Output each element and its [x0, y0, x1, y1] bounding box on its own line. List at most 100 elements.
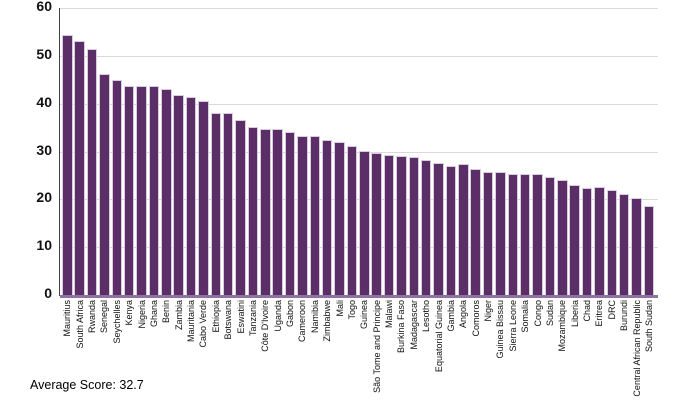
x-tick-label: Somalia [520, 300, 531, 333]
x-tick-label: Sierra Leone [507, 300, 518, 352]
x-tick-label: Mozambique [557, 300, 568, 352]
plot-area [60, 8, 658, 298]
bar [433, 163, 444, 295]
bar [594, 187, 605, 295]
y-tick-label: 40 [36, 93, 52, 110]
x-tick-label: Zimbabwe [322, 300, 333, 342]
x-tick-label: São Tome and Principe [371, 300, 382, 393]
y-tick-label: 0 [44, 285, 52, 301]
bar [346, 145, 358, 295]
gridline [60, 8, 658, 9]
x-tick-label: Guinea Bissau [495, 300, 506, 359]
bar [111, 79, 122, 295]
bar [643, 206, 655, 295]
x-tick-label: Mali [334, 300, 345, 317]
bar [74, 40, 85, 295]
y-tick-label: 30 [36, 141, 52, 158]
bar [86, 48, 98, 295]
x-tick-label: Niger [483, 300, 493, 322]
x-tick-label: Angola [458, 300, 469, 329]
x-tick-label: Comoros [470, 300, 481, 337]
bar [210, 112, 221, 295]
y-tick-label: 60 [36, 0, 52, 14]
bar [569, 184, 580, 295]
bar [606, 189, 617, 295]
bar [482, 171, 494, 295]
x-tick-label: Chad [582, 300, 592, 322]
x-tick-label: Ethiopia [210, 300, 221, 333]
x-tick-label: Côte D'Ivoire [260, 300, 271, 352]
x-tick-label: Lesotho [421, 300, 432, 333]
x-tick-label: Cabo Verde [198, 300, 209, 348]
x-tick-label: Madagascar [408, 300, 419, 350]
bar [371, 153, 382, 295]
x-tick-label: Namibia [309, 300, 320, 334]
bar [123, 86, 135, 295]
bar [557, 179, 568, 295]
x-tick-label: Central African Republic [631, 300, 642, 397]
bar [445, 165, 457, 295]
bar [334, 142, 345, 295]
bar [631, 197, 642, 295]
x-tick-label: Benin [161, 300, 172, 324]
y-tick-label: 20 [36, 189, 52, 206]
bar [544, 176, 556, 295]
bar [136, 86, 147, 295]
x-tick-label: Togo [346, 300, 357, 320]
bar [148, 86, 160, 295]
x-tick-label: Sudan [544, 300, 555, 327]
x-tick-label: Botswana [223, 300, 234, 340]
bar [222, 112, 234, 295]
bar [62, 34, 73, 295]
x-tick-label: Eritrea [594, 300, 605, 327]
bar [161, 89, 172, 295]
bar [507, 173, 518, 295]
gridline [60, 103, 658, 105]
bar [396, 155, 407, 295]
x-tick-label: Congo [532, 300, 543, 327]
bar [420, 159, 432, 295]
bar [247, 127, 259, 295]
x-tick-label: Eswatini [235, 300, 246, 334]
bar [519, 173, 531, 295]
x-tick-label: Guinea [359, 300, 370, 330]
bar [272, 129, 283, 295]
x-tick-label: Cameroon [297, 300, 308, 343]
x-tick-label: Zambia [173, 300, 184, 331]
bar [309, 136, 320, 295]
x-tick-label: Gabon [285, 300, 295, 328]
x-tick-label: Equatorial Guinea [433, 300, 444, 373]
gridline [60, 55, 658, 57]
bar [383, 155, 395, 295]
bar [185, 97, 197, 295]
bar [99, 73, 110, 295]
x-tick-label: South Sudan [643, 300, 654, 353]
x-axis-baseline [60, 295, 658, 298]
bar [618, 194, 630, 295]
bar [260, 129, 271, 295]
bar [470, 168, 481, 295]
average-score-label: Average Score: 32.7 [30, 378, 144, 392]
x-tick-label: Gambia [445, 300, 456, 332]
x-tick-label: Liberia [569, 300, 580, 328]
bar [581, 187, 593, 295]
bar [408, 156, 419, 295]
x-tick-label: Uganda [272, 300, 283, 332]
bar [198, 100, 209, 295]
x-tick-label: Burkina Faso [396, 300, 407, 354]
x-tick-label: Mauritania [186, 300, 196, 343]
x-tick-label: Tanzania [247, 300, 258, 337]
bar [495, 171, 506, 295]
bar [297, 136, 308, 295]
bar [235, 119, 246, 295]
bar [458, 164, 469, 295]
bar [359, 151, 370, 295]
bar [173, 94, 184, 295]
y-axis-line [59, 8, 60, 296]
x-tick-label: Ghana [148, 300, 159, 328]
bar [532, 173, 543, 295]
x-tick-label: Burundi [619, 300, 630, 332]
y-tick-label: 50 [36, 45, 52, 62]
y-tick-label: 10 [36, 237, 52, 254]
